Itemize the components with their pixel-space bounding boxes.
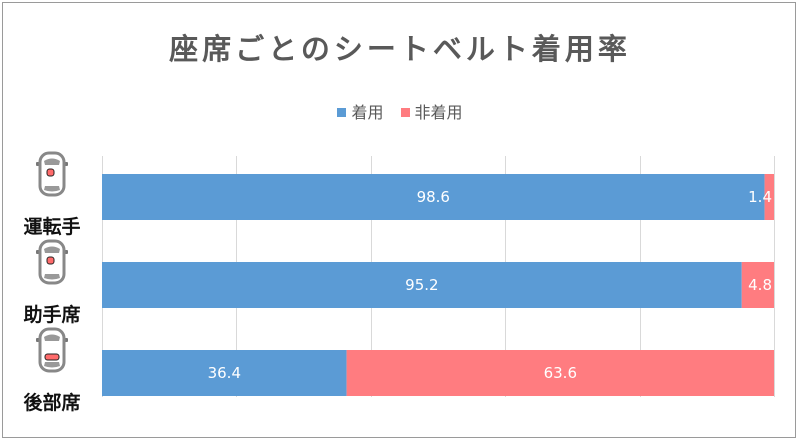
data-label: 1.4 <box>748 188 772 206</box>
legend-swatch-not-worn <box>400 108 410 117</box>
data-label: 95.2 <box>405 276 438 294</box>
bar-segment <box>741 262 774 308</box>
data-label: 4.8 <box>748 276 772 294</box>
category-label: 運転手 <box>23 215 80 238</box>
data-label: 63.6 <box>544 364 577 382</box>
bar-segment <box>102 174 765 220</box>
legend-item-not-worn: 非着用 <box>400 99 463 123</box>
category-label: 後部席 <box>23 391 80 414</box>
legend-item-worn: 着用 <box>337 99 383 123</box>
data-label: 98.6 <box>417 188 450 206</box>
bar-segment <box>102 262 742 308</box>
car-rear-seat-icon <box>36 327 68 373</box>
legend-swatch-worn <box>337 108 347 117</box>
car-passenger-seat-icon <box>36 239 68 285</box>
bar-segment <box>764 174 774 220</box>
legend-label-worn: 着用 <box>351 103 384 122</box>
chart-title: 座席ごとのシートベルト着用率 <box>169 32 631 66</box>
legend-label-not-worn: 非着用 <box>414 103 463 122</box>
data-label: 36.4 <box>208 364 241 382</box>
bar-segment <box>102 350 347 396</box>
bar-segment <box>346 350 774 396</box>
car-driver-seat-icon <box>36 151 68 197</box>
legend: 着用 非着用 <box>0 99 800 123</box>
category-label: 助手席 <box>23 303 80 326</box>
